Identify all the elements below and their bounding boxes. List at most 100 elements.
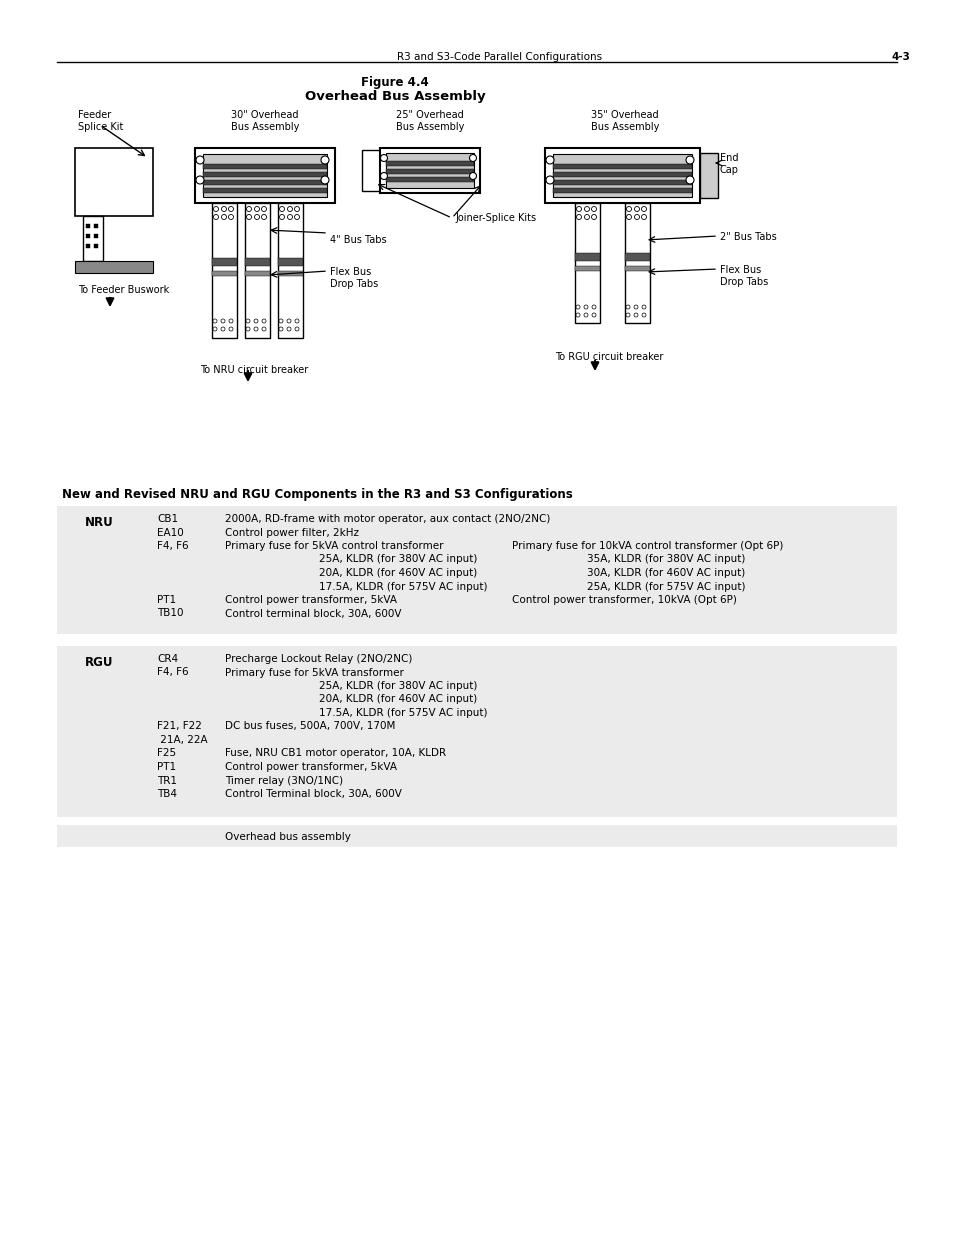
Circle shape xyxy=(380,154,387,162)
Bar xyxy=(386,169,474,174)
Circle shape xyxy=(685,156,693,164)
Text: R3 and S3-Code Parallel Configurations: R3 and S3-Code Parallel Configurations xyxy=(397,52,602,62)
Bar xyxy=(203,188,327,193)
Circle shape xyxy=(262,319,266,324)
Text: New and Revised NRU and RGU Components in the R3 and S3 Configurations: New and Revised NRU and RGU Components i… xyxy=(62,488,572,501)
Text: 2" Bus Tabs: 2" Bus Tabs xyxy=(720,232,776,242)
Text: Joiner-Splice Kits: Joiner-Splice Kits xyxy=(455,212,536,224)
Text: PT1: PT1 xyxy=(157,762,176,772)
Bar xyxy=(212,258,236,266)
Circle shape xyxy=(469,154,476,162)
Text: CR4: CR4 xyxy=(157,655,178,664)
Circle shape xyxy=(246,319,250,324)
Text: 25A, KLDR (for 380V AC input): 25A, KLDR (for 380V AC input) xyxy=(318,680,476,692)
Bar xyxy=(245,270,270,275)
Bar xyxy=(277,203,303,338)
Bar xyxy=(277,258,303,266)
Bar xyxy=(203,164,327,169)
Circle shape xyxy=(625,312,629,317)
Circle shape xyxy=(261,206,266,211)
Bar xyxy=(57,825,896,846)
Text: 20A, KLDR (for 460V AC input): 20A, KLDR (for 460V AC input) xyxy=(318,694,476,704)
Text: RGU: RGU xyxy=(85,656,113,669)
Bar xyxy=(83,216,103,261)
Circle shape xyxy=(294,215,299,220)
Circle shape xyxy=(246,327,250,331)
Circle shape xyxy=(592,305,596,309)
Text: TB4: TB4 xyxy=(157,789,177,799)
Circle shape xyxy=(641,312,645,317)
Text: To Feeder Buswork: To Feeder Buswork xyxy=(78,285,169,295)
Bar xyxy=(624,266,649,270)
Circle shape xyxy=(221,215,226,220)
Bar xyxy=(575,203,599,324)
Bar xyxy=(57,646,896,816)
Circle shape xyxy=(583,312,587,317)
Bar xyxy=(203,154,327,198)
Bar xyxy=(553,172,691,177)
Bar xyxy=(86,245,90,248)
Text: To RGU circuit breaker: To RGU circuit breaker xyxy=(555,352,662,362)
Bar xyxy=(245,258,270,266)
Circle shape xyxy=(229,215,233,220)
Text: Control power transformer, 5kVA: Control power transformer, 5kVA xyxy=(225,595,396,605)
Text: 25A, KLDR (for 380V AC input): 25A, KLDR (for 380V AC input) xyxy=(318,555,476,564)
Circle shape xyxy=(279,215,284,220)
Text: 4-3: 4-3 xyxy=(890,52,909,62)
Text: F21, F22: F21, F22 xyxy=(157,721,202,731)
Text: Flex Bus
Drop Tabs: Flex Bus Drop Tabs xyxy=(330,267,377,289)
Circle shape xyxy=(294,327,298,331)
Bar xyxy=(212,270,236,275)
Text: F4, F6: F4, F6 xyxy=(157,541,189,551)
Circle shape xyxy=(545,156,554,164)
Circle shape xyxy=(287,206,293,211)
Circle shape xyxy=(584,215,589,220)
Circle shape xyxy=(254,206,259,211)
Circle shape xyxy=(294,206,299,211)
Text: Feeder
Splice Kit: Feeder Splice Kit xyxy=(78,110,123,132)
Bar xyxy=(57,506,896,634)
Circle shape xyxy=(246,215,252,220)
Text: PT1: PT1 xyxy=(157,595,176,605)
Bar xyxy=(386,177,474,182)
Bar xyxy=(277,270,303,275)
Text: 17.5A, KLDR (for 575V AC input): 17.5A, KLDR (for 575V AC input) xyxy=(318,582,487,592)
Bar xyxy=(194,148,335,203)
Text: Control Terminal block, 30A, 600V: Control Terminal block, 30A, 600V xyxy=(225,789,401,799)
Bar xyxy=(544,148,700,203)
Bar xyxy=(379,148,479,193)
Text: Control power transformer, 10kVA (Opt 6P): Control power transformer, 10kVA (Opt 6P… xyxy=(512,595,736,605)
Circle shape xyxy=(213,215,218,220)
Text: Control power transformer, 5kVA: Control power transformer, 5kVA xyxy=(225,762,396,772)
Circle shape xyxy=(287,215,293,220)
Circle shape xyxy=(641,305,645,309)
Circle shape xyxy=(278,319,283,324)
Text: 30" Overhead
Bus Assembly: 30" Overhead Bus Assembly xyxy=(231,110,299,132)
Text: DC bus fuses, 500A, 700V, 170M: DC bus fuses, 500A, 700V, 170M xyxy=(225,721,395,731)
Bar xyxy=(245,203,270,338)
Text: Fuse, NRU CB1 motor operator, 10A, KLDR: Fuse, NRU CB1 motor operator, 10A, KLDR xyxy=(225,748,446,758)
Bar xyxy=(553,154,691,198)
Circle shape xyxy=(213,327,216,331)
Circle shape xyxy=(634,305,638,309)
Bar xyxy=(624,253,649,261)
Text: Overhead bus assembly: Overhead bus assembly xyxy=(225,831,351,841)
Circle shape xyxy=(279,206,284,211)
Circle shape xyxy=(253,327,257,331)
Bar xyxy=(700,153,718,198)
Bar xyxy=(624,203,649,324)
Circle shape xyxy=(287,319,291,324)
Circle shape xyxy=(213,319,216,324)
Circle shape xyxy=(634,312,638,317)
Circle shape xyxy=(294,319,298,324)
Text: 17.5A, KLDR (for 575V AC input): 17.5A, KLDR (for 575V AC input) xyxy=(318,708,487,718)
Text: TR1: TR1 xyxy=(157,776,177,785)
Circle shape xyxy=(221,319,225,324)
Text: CB1: CB1 xyxy=(157,514,178,524)
Circle shape xyxy=(583,305,587,309)
Circle shape xyxy=(576,312,579,317)
Circle shape xyxy=(253,319,257,324)
Circle shape xyxy=(591,206,596,211)
Text: Control power filter, 2kHz: Control power filter, 2kHz xyxy=(225,527,358,537)
Bar xyxy=(94,233,98,238)
